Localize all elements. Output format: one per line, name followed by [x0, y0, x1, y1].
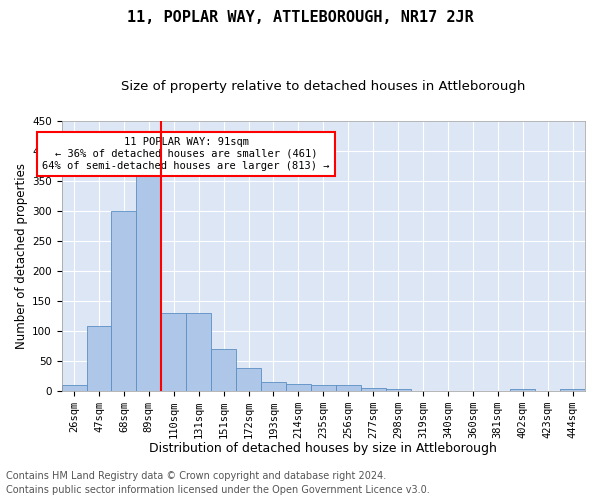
X-axis label: Distribution of detached houses by size in Attleborough: Distribution of detached houses by size … — [149, 442, 497, 455]
Bar — [336, 384, 361, 390]
Bar — [510, 389, 535, 390]
Bar — [112, 210, 136, 390]
Bar — [62, 384, 86, 390]
Y-axis label: Number of detached properties: Number of detached properties — [15, 162, 28, 348]
Bar — [136, 172, 161, 390]
Bar — [261, 382, 286, 390]
Bar — [211, 348, 236, 391]
Bar — [86, 326, 112, 390]
Bar — [386, 389, 410, 390]
Text: 11, POPLAR WAY, ATTLEBOROUGH, NR17 2JR: 11, POPLAR WAY, ATTLEBOROUGH, NR17 2JR — [127, 10, 473, 25]
Bar — [311, 384, 336, 390]
Bar — [361, 388, 386, 390]
Title: Size of property relative to detached houses in Attleborough: Size of property relative to detached ho… — [121, 80, 526, 93]
Text: Contains HM Land Registry data © Crown copyright and database right 2024.
Contai: Contains HM Land Registry data © Crown c… — [6, 471, 430, 495]
Bar — [286, 384, 311, 390]
Bar — [186, 312, 211, 390]
Text: 11 POPLAR WAY: 91sqm
← 36% of detached houses are smaller (461)
64% of semi-deta: 11 POPLAR WAY: 91sqm ← 36% of detached h… — [43, 138, 330, 170]
Bar — [236, 368, 261, 390]
Bar — [161, 312, 186, 390]
